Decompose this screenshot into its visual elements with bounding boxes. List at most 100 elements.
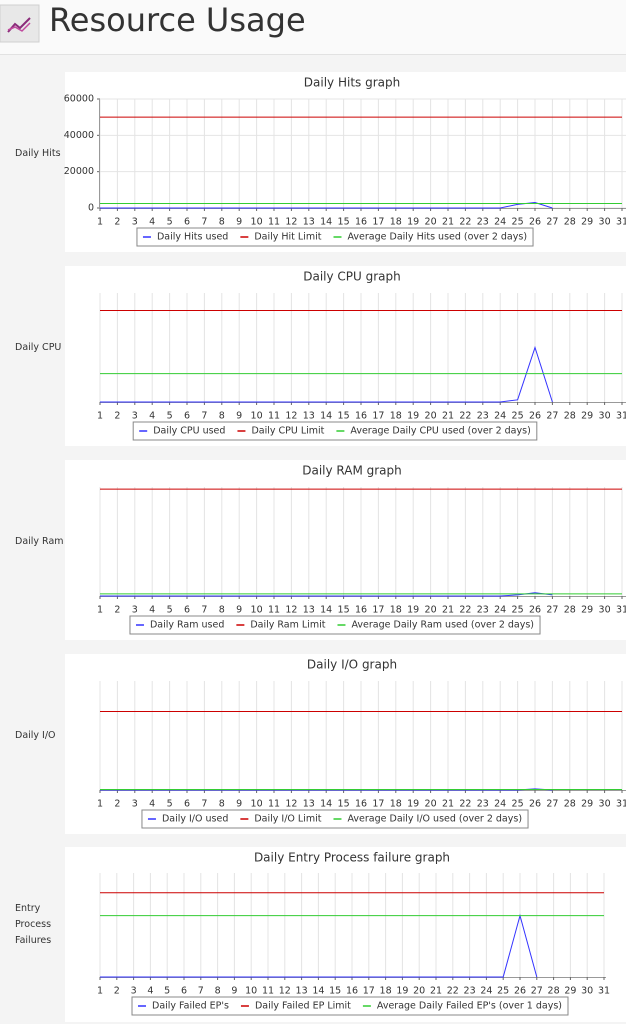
x-tick-label: 12: [285, 799, 297, 810]
x-tick-label: 22: [447, 986, 459, 997]
x-tick-label: 5: [167, 799, 173, 810]
x-tick-label: 13: [303, 799, 315, 810]
x-tick-label: 27: [546, 411, 558, 422]
y-axis-label: Daily CPU: [15, 341, 62, 353]
header-icon-box: [0, 4, 40, 43]
y-tick-label: 40000: [64, 130, 94, 141]
x-tick-label: 21: [442, 605, 454, 616]
x-tick-label: 13: [303, 605, 315, 616]
x-tick-label: 2: [114, 605, 120, 616]
x-tick-label: 23: [477, 217, 489, 228]
x-tick-label: 16: [355, 605, 367, 616]
x-tick-label: 6: [184, 411, 190, 422]
y-tick-label: 20000: [64, 166, 94, 177]
x-tick-label: 17: [372, 411, 384, 422]
chart-title: Daily Hits graph: [304, 76, 400, 90]
x-tick-label: 24: [494, 411, 506, 422]
x-tick-label: 17: [372, 799, 384, 810]
x-tick-label: 28: [564, 605, 576, 616]
x-tick-label: 21: [442, 799, 454, 810]
chart-title: Daily I/O graph: [307, 658, 397, 672]
chart-title: Daily Entry Process failure graph: [254, 851, 450, 865]
x-tick-label: 4: [147, 986, 153, 997]
x-tick-label: 3: [132, 411, 138, 422]
x-tick-label: 27: [531, 986, 543, 997]
chart-panel: [65, 460, 626, 640]
legend-box: [129, 615, 541, 635]
x-tick-label: 29: [581, 605, 593, 616]
x-tick-label: 9: [231, 986, 237, 997]
legend-label: Daily Hit Limit: [254, 232, 321, 243]
x-tick-label: 6: [184, 605, 190, 616]
x-tick-label: 18: [380, 986, 392, 997]
legend-box: [131, 996, 569, 1016]
series-line: [100, 592, 553, 597]
x-tick-label: 17: [363, 986, 375, 997]
x-tick-label: 19: [407, 217, 419, 228]
x-tick-label: 20: [425, 217, 437, 228]
x-tick-label: 29: [564, 986, 576, 997]
x-tick-label: 31: [616, 411, 626, 422]
x-tick-label: 18: [390, 605, 402, 616]
x-tick-label: 13: [296, 986, 308, 997]
legend-label: Average Daily Failed EP's (over 1 days): [377, 1001, 562, 1012]
legend-label: Daily I/O Limit: [254, 814, 321, 825]
x-tick-label: 23: [477, 411, 489, 422]
x-tick-label: 2: [114, 217, 120, 228]
legend-label: Average Daily I/O used (over 2 days): [347, 814, 522, 825]
x-tick-label: 19: [396, 986, 408, 997]
series-line: [100, 202, 553, 209]
x-tick-label: 8: [219, 217, 225, 228]
x-tick-label: 15: [338, 799, 350, 810]
y-axis-label: Daily I/O: [15, 729, 56, 741]
x-tick-label: 18: [390, 217, 402, 228]
x-tick-label: 3: [131, 986, 137, 997]
x-tick-label: 11: [262, 986, 274, 997]
x-tick-label: 30: [599, 605, 611, 616]
x-tick-label: 16: [355, 217, 367, 228]
x-tick-label: 19: [407, 605, 419, 616]
x-tick-label: 20: [425, 605, 437, 616]
x-tick-label: 25: [512, 799, 524, 810]
x-tick-label: 26: [529, 217, 541, 228]
chart-panel: [65, 72, 626, 252]
x-tick-label: 23: [464, 986, 476, 997]
x-tick-label: 31: [616, 605, 626, 616]
chart-panel: [65, 654, 626, 834]
x-tick-label: 6: [184, 799, 190, 810]
legend-label: Daily Hits used: [157, 232, 228, 243]
x-tick-label: 7: [201, 411, 207, 422]
x-tick-label: 2: [114, 799, 120, 810]
x-tick-label: 8: [219, 411, 225, 422]
x-tick-label: 11: [268, 799, 280, 810]
x-tick-label: 27: [546, 605, 558, 616]
x-tick-label: 7: [201, 605, 207, 616]
x-tick-label: 10: [251, 605, 263, 616]
x-tick-label: 14: [320, 799, 332, 810]
x-tick-label: 25: [512, 217, 524, 228]
series-line: [100, 913, 538, 978]
x-tick-label: 22: [459, 799, 471, 810]
x-tick-label: 1: [97, 605, 103, 616]
x-tick-label: 7: [201, 799, 207, 810]
x-tick-label: 15: [338, 217, 350, 228]
y-axis-label: Daily Ram: [15, 535, 64, 547]
legend-label: Average Daily Hits used (over 2 days): [347, 232, 527, 243]
x-tick-label: 1: [97, 217, 103, 228]
x-tick-label: 25: [497, 986, 509, 997]
x-tick-label: 4: [149, 605, 155, 616]
chart-title: Daily RAM graph: [302, 464, 402, 478]
legend-label: Daily Failed EP's: [152, 1001, 229, 1012]
x-tick-label: 30: [599, 217, 611, 228]
y-axis-label: Entry Process Failures: [15, 903, 52, 946]
x-tick-label: 18: [390, 411, 402, 422]
x-tick-label: 15: [338, 411, 350, 422]
x-tick-label: 14: [320, 217, 332, 228]
legend-label: Daily CPU used: [153, 426, 225, 437]
legend-box: [132, 421, 538, 441]
x-tick-label: 28: [564, 799, 576, 810]
x-tick-label: 7: [198, 986, 204, 997]
x-tick-label: 5: [167, 605, 173, 616]
